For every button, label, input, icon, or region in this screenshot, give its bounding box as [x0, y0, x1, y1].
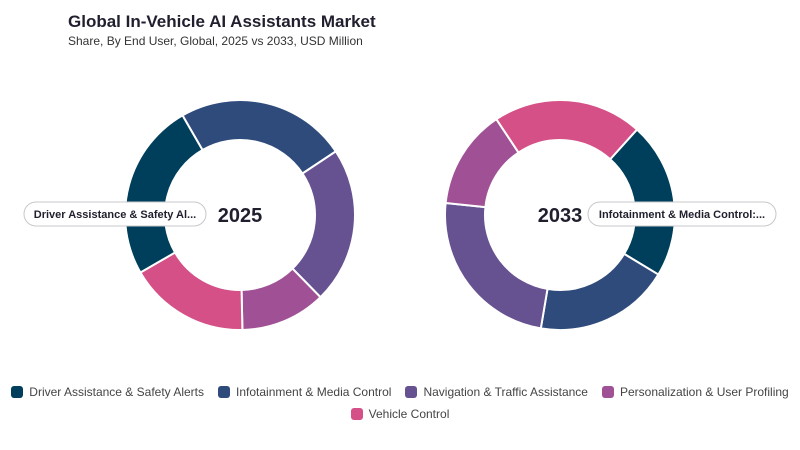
- legend-swatch: [218, 386, 231, 398]
- slice-2033-navigation-traffic-assistance[interactable]: [444, 201, 549, 330]
- tooltip-text-2033: Infotainment & Media Control:...: [599, 209, 765, 221]
- legend-item-vehicle-control[interactable]: Vehicle Control: [349, 407, 452, 421]
- tooltip-2025: Driver Assistance & Safety Al...: [23, 201, 207, 227]
- legend-item-infotainment-media-control[interactable]: Infotainment & Media Control: [216, 385, 393, 399]
- legend-item-navigation-traffic-assistance[interactable]: Navigation & Traffic Assistance: [403, 385, 590, 399]
- tooltip-text-2025: Driver Assistance & Safety Al...: [34, 209, 196, 221]
- legend-item-personalization-user-profiling[interactable]: Personalization & User Profiling: [600, 385, 791, 399]
- legend: Driver Assistance & Safety Alerts Infotai…: [0, 385, 800, 421]
- legend-label: Personalization & User Profiling: [619, 385, 789, 399]
- legend-label: Driver Assistance & Safety Alerts: [29, 385, 205, 399]
- center-label-2033: 2033: [538, 205, 583, 227]
- legend-swatch: [350, 408, 363, 420]
- legend-label: Infotainment & Media Control: [236, 385, 392, 399]
- donut-2025: 2025: [124, 99, 356, 331]
- chart-subtitle: Share, By End User, Global, 2025 vs 2033…: [68, 34, 363, 48]
- slice-2025-driver-assistance-safety-alerts[interactable]: [124, 114, 204, 274]
- legend-item-driver-assistance-safety-alerts[interactable]: Driver Assistance & Safety Alerts: [9, 385, 206, 399]
- legend-swatch: [11, 386, 24, 398]
- slice-2033-vehicle-control[interactable]: [494, 99, 639, 161]
- slice-2033-infotainment-media-control[interactable]: [539, 252, 660, 331]
- slice-2025-infotainment-media-control[interactable]: [181, 99, 338, 175]
- tooltip-2033: Infotainment & Media Control:...: [587, 201, 777, 227]
- legend-label: Navigation & Traffic Assistance: [423, 385, 588, 399]
- slice-2025-navigation-traffic-assistance[interactable]: [291, 149, 356, 299]
- legend-swatch: [601, 386, 614, 398]
- center-label-2025: 2025: [218, 205, 263, 227]
- chart-title: Global In-Vehicle AI Assistants Market: [68, 12, 376, 31]
- legend-label: Vehicle Control: [368, 407, 450, 421]
- legend-swatch: [405, 386, 418, 398]
